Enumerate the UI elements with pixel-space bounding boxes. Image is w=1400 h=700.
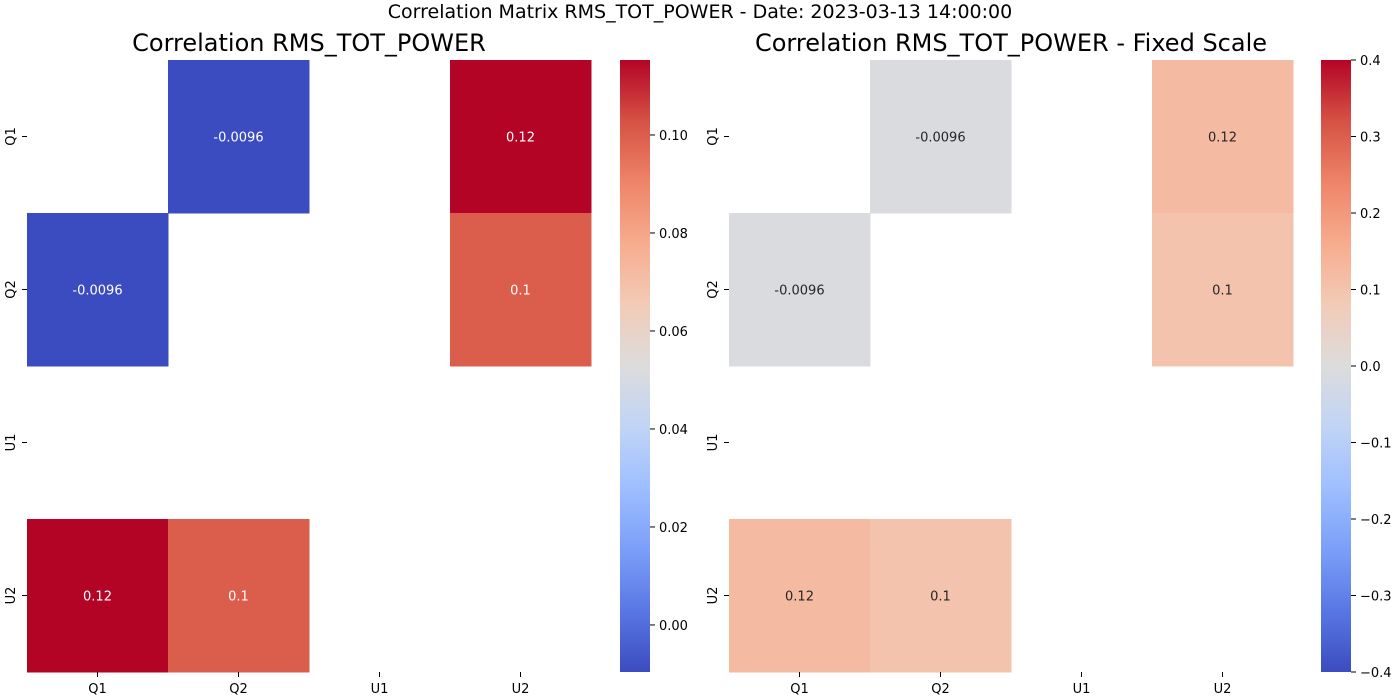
colorbar-tick-label: 0.0 <box>1360 360 1381 375</box>
heatmap-cell <box>870 60 1012 214</box>
right-colorbar: −0.4 −0.3 −0.2 −0.1 0.0 0.1 0.2 0.3 0.4 <box>1321 54 1392 681</box>
cell-annotation: 0.12 <box>506 131 535 146</box>
heatmap-cell <box>27 519 169 673</box>
colorbar-tick-label: 0.1 <box>1360 284 1381 299</box>
colorbar-tick-label: 0.10 <box>659 129 688 144</box>
cell-annotation: 0.1 <box>930 590 951 605</box>
cell-annotation: 0.1 <box>510 284 531 299</box>
cell-annotation: -0.0096 <box>213 131 263 146</box>
left-chart-title: Correlation RMS_TOT_POWER <box>132 29 486 57</box>
heatmap-cell <box>450 60 592 214</box>
colorbar-tick-label: 0.3 <box>1360 131 1381 146</box>
y-tick-label: U1 <box>706 434 721 452</box>
cell-annotation: -0.0096 <box>72 284 122 299</box>
left-colorbar: 0.00 0.02 0.04 0.06 0.08 0.10 <box>620 60 688 672</box>
heatmap-cell <box>1152 213 1294 367</box>
y-tick-label: Q1 <box>4 127 19 146</box>
heatmap-cell <box>870 519 1012 673</box>
heatmap-cell <box>1152 60 1294 214</box>
colorbar-tick-label: −0.1 <box>1360 437 1392 452</box>
y-tick-label: Q2 <box>4 280 19 299</box>
x-tick-label: U2 <box>1214 682 1232 697</box>
colorbar-tick-label: −0.4 <box>1360 666 1392 681</box>
x-tick-label: U2 <box>512 682 530 697</box>
heatmap-cell <box>168 519 310 673</box>
colorbar-tick-label: −0.3 <box>1360 590 1392 605</box>
x-tick-label: U1 <box>371 682 389 697</box>
y-tick-label: Q1 <box>706 127 721 146</box>
right-heatmap: -0.0096 0.12 -0.0096 0.1 0.12 0.1 Q1 Q2 U1 U2 Q1 Q2… <box>706 60 1294 697</box>
colorbar-gradient <box>1321 60 1351 672</box>
colorbar-tick-label: 0.4 <box>1360 54 1381 69</box>
colorbar-tick-label: 0.04 <box>659 423 688 438</box>
x-tick-label: Q1 <box>88 682 107 697</box>
colorbar-tick-label: −0.2 <box>1360 513 1392 528</box>
cell-annotation: 0.1 <box>1212 284 1233 299</box>
heatmap-cell <box>450 213 592 367</box>
colorbar-tick-label: 0.08 <box>659 227 688 242</box>
y-tick-label: Q2 <box>706 280 721 299</box>
cell-annotation: 0.12 <box>83 590 112 605</box>
colorbar-tick-label: 0.2 <box>1360 207 1381 222</box>
x-tick-label: Q2 <box>931 682 950 697</box>
colorbar-tick-label: 0.02 <box>659 521 688 536</box>
heatmap-cell <box>729 519 871 673</box>
cell-annotation: 0.12 <box>1208 131 1237 146</box>
y-tick-label: U1 <box>4 434 19 452</box>
x-tick-label: Q1 <box>790 682 809 697</box>
heatmap-cell <box>168 60 310 214</box>
x-tick-label: Q2 <box>229 682 248 697</box>
cell-annotation: -0.0096 <box>915 131 965 146</box>
colorbar-tick-label: 0.00 <box>659 619 688 634</box>
left-heatmap: -0.0096 0.12 -0.0096 0.1 0.12 0.1 Q1 Q2 U1 U2 Q1 Q2… <box>4 60 592 697</box>
figure-suptitle: Correlation Matrix RMS_TOT_POWER - Date:… <box>387 1 1013 23</box>
cell-annotation: 0.1 <box>228 590 249 605</box>
heatmap-cell <box>27 213 169 367</box>
cell-annotation: 0.12 <box>785 590 814 605</box>
y-tick-label: U2 <box>4 587 19 605</box>
y-tick-label: U2 <box>706 587 721 605</box>
heatmap-cell <box>729 213 871 367</box>
right-chart-title: Correlation RMS_TOT_POWER - Fixed Scale <box>754 29 1268 57</box>
colorbar-tick-label: 0.06 <box>659 325 688 340</box>
x-tick-label: U1 <box>1073 682 1091 697</box>
colorbar-gradient <box>620 60 650 672</box>
cell-annotation: -0.0096 <box>774 284 824 299</box>
